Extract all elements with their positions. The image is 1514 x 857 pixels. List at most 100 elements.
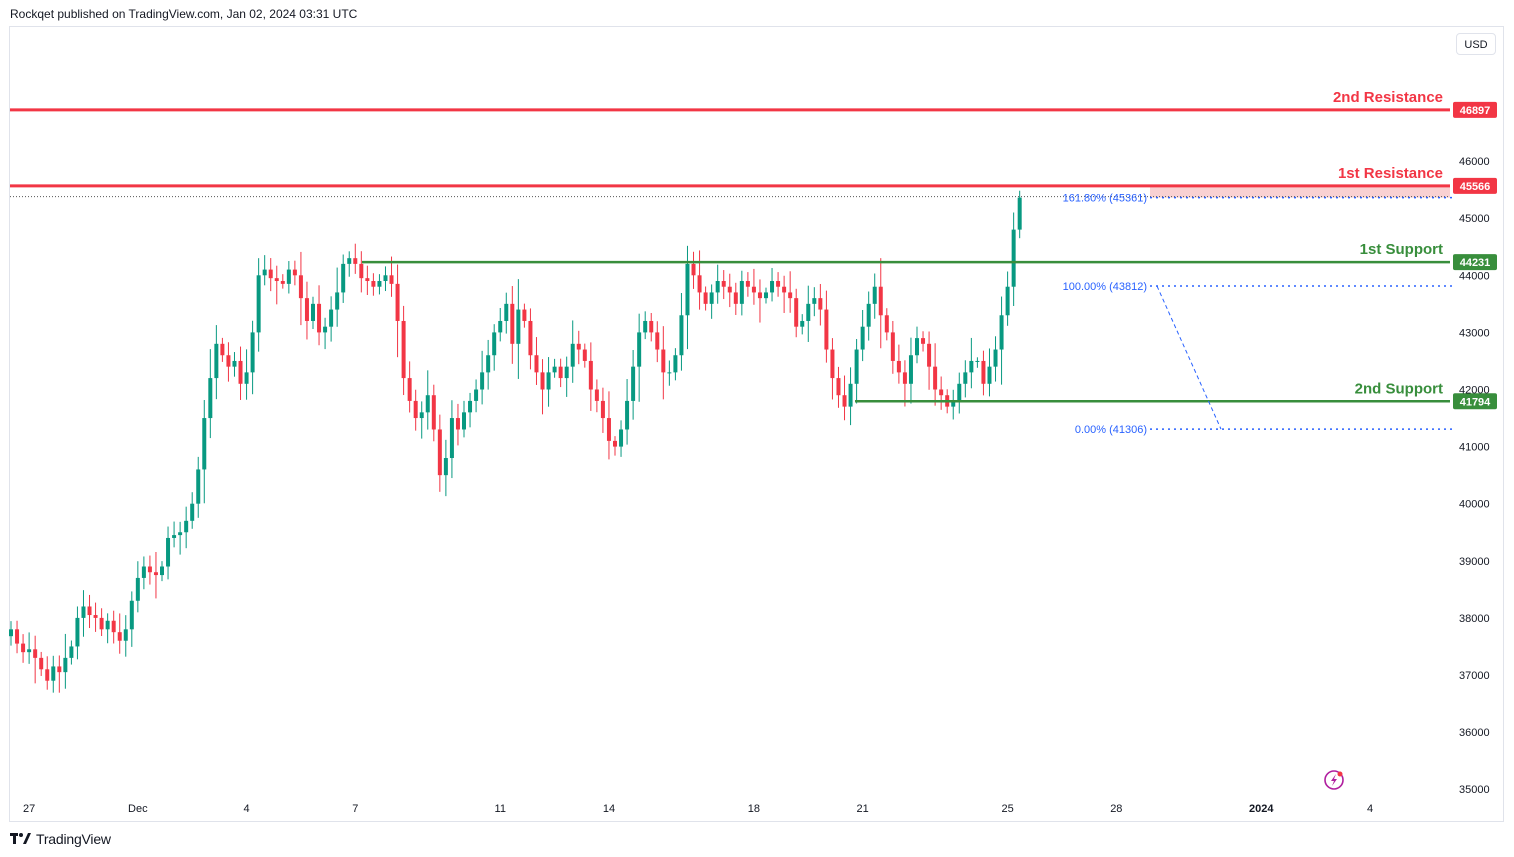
tradingview-logo[interactable]: TradingView <box>10 830 111 848</box>
candle <box>963 360 968 398</box>
candle-body <box>449 418 454 459</box>
candle <box>697 250 702 310</box>
candle <box>196 456 201 518</box>
currency-button[interactable]: USD <box>1456 33 1496 55</box>
x-tick-label: 28 <box>1110 803 1122 815</box>
candle-body <box>709 292 714 304</box>
candle-body <box>546 372 551 390</box>
level-name-label: 1st Resistance <box>1338 165 1443 182</box>
candle-body <box>782 286 787 293</box>
candle <box>39 651 44 676</box>
candle <box>184 506 189 549</box>
candle <box>323 317 328 350</box>
candle <box>673 348 678 381</box>
price-tag-text: 41794 <box>1460 396 1491 408</box>
candle <box>606 391 611 460</box>
candle <box>975 357 980 368</box>
candle <box>999 296 1004 385</box>
candle-body <box>836 378 841 396</box>
candle <box>371 273 376 296</box>
candle-body <box>655 332 660 350</box>
candle-body <box>141 566 146 578</box>
candle <box>492 324 497 371</box>
candle <box>594 379 599 413</box>
candle-body <box>1017 197 1022 230</box>
candle <box>15 620 20 654</box>
candle <box>625 379 630 445</box>
price-tag-bg <box>1453 177 1497 194</box>
candle-body <box>190 503 195 521</box>
candle-body <box>770 281 775 293</box>
candle-body <box>739 281 744 304</box>
candle <box>431 384 436 442</box>
candle-body <box>359 263 364 279</box>
candle-body <box>105 620 110 630</box>
level-name-label: 2nd Resistance <box>1333 89 1443 106</box>
candle-body <box>462 412 466 430</box>
candle <box>172 521 177 548</box>
candle-body <box>437 429 442 476</box>
candle <box>516 279 521 379</box>
candle <box>884 308 889 341</box>
candle-body <box>244 372 249 384</box>
candle <box>619 420 624 457</box>
candle-body <box>776 281 781 287</box>
candle <box>57 655 62 693</box>
candle <box>564 356 569 397</box>
candle-body <box>733 292 738 304</box>
candle-body <box>81 606 86 618</box>
candle <box>87 594 92 629</box>
candle-body <box>824 309 829 350</box>
candle <box>1017 190 1022 239</box>
candle <box>329 296 334 342</box>
candle-body <box>582 349 587 361</box>
candle-body <box>534 355 539 373</box>
y-tick-label: 38000 <box>1459 613 1490 625</box>
candle-body <box>220 343 225 356</box>
resistance-zone <box>1150 185 1450 198</box>
candle <box>274 265 279 305</box>
candle <box>957 372 962 414</box>
candle-body <box>371 281 376 287</box>
candle <box>528 308 533 370</box>
candle <box>927 331 932 390</box>
candle <box>908 337 913 404</box>
candle-body <box>667 372 672 374</box>
candle-body <box>975 360 980 362</box>
candle <box>93 602 98 632</box>
price-tag-text: 46897 <box>1460 105 1491 117</box>
candle <box>226 342 231 382</box>
candle-body <box>455 418 460 430</box>
candle <box>21 634 26 663</box>
candle-body <box>117 632 122 641</box>
candle-body <box>896 360 901 373</box>
candle-body <box>208 378 213 419</box>
level-price-tag: 41794 <box>1453 393 1497 410</box>
candle <box>872 273 877 319</box>
candle-body <box>9 629 13 637</box>
fib-connector <box>1156 285 1222 430</box>
candle-body <box>715 281 720 293</box>
chart-frame <box>9 26 1504 822</box>
candle <box>129 591 134 647</box>
candle-body <box>443 458 448 476</box>
candle-body <box>600 400 605 419</box>
candle <box>691 251 696 289</box>
lightning-icon[interactable] <box>1324 770 1344 790</box>
candle-body <box>751 286 756 293</box>
candle <box>286 261 291 294</box>
candle-body <box>842 395 847 407</box>
candle-body <box>87 606 92 616</box>
candle <box>160 561 164 582</box>
candle-body <box>202 418 207 470</box>
level-name-label: 1st Support <box>1360 241 1443 258</box>
candle-body <box>413 400 418 419</box>
candle-body <box>39 657 44 670</box>
x-tick-label: 21 <box>857 803 869 815</box>
candle <box>510 286 515 364</box>
candle-body <box>51 666 56 681</box>
candle <box>63 633 68 689</box>
candle-body <box>27 649 32 653</box>
candle-body <box>794 298 799 327</box>
